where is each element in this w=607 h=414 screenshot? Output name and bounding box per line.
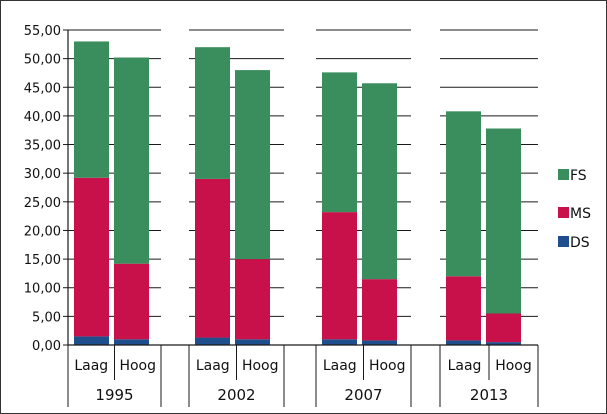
legend-swatch-fs [558,169,569,180]
bar-segment-ms [235,259,270,340]
group-label: 2013 [470,386,508,404]
category-label: Laag [323,358,357,374]
bar-segment-ms [446,276,481,341]
bar-segment-ds [114,339,149,345]
y-axis: 0,00 5,00 10,00 15,00 20,00 25,00 30,00 35,00 40… [24,24,69,354]
category-label: Hoog [495,358,532,374]
bars [74,41,521,345]
bar-segment-ds [74,336,109,345]
y-tick-label: 15,00 [24,253,61,268]
category-label: Laag [74,358,108,374]
category-label: Hoog [369,358,406,374]
y-tick-label: 25,00 [24,196,61,211]
bar-segment-fs [486,128,521,314]
legend-label-ms: MS [570,206,591,222]
x-axis: Laag Hoog 1995 Laag Hoog 2002 Laag Hoog 2007 Laag… [67,344,539,407]
legend-swatch-ms [558,207,569,218]
legend-swatch-ds [558,236,569,247]
bar-segment-ms [322,212,357,340]
category-label: Laag [196,358,230,374]
bar-segment-ms [486,313,521,343]
category-label: Hoog [119,358,156,374]
bar-segment-ms [114,263,149,340]
y-tick-label: 50,00 [24,53,61,68]
bar-segment-ms [195,178,230,338]
bar-segment-ds [446,340,481,345]
legend-label-fs: FS [570,168,587,184]
bar-segment-ds [322,339,357,345]
bar-segment-fs [446,111,481,277]
legend-label-ds: DS [570,235,590,251]
bar-segment-ds [486,342,521,345]
y-tick-label: 10,00 [24,282,61,297]
y-tick-label: 5,00 [32,310,61,325]
legend: FS MS DS [558,168,591,251]
bar-segment-ds [235,339,270,345]
y-tick-label: 0,00 [32,339,61,354]
group-label: 2002 [217,386,255,404]
bar-segment-fs [195,47,230,179]
y-tick-label: 30,00 [24,167,61,182]
bar-segment-ds [362,340,397,345]
y-tick-label: 20,00 [24,224,61,239]
category-label: Laag [448,358,482,374]
bar-segment-fs [74,41,109,178]
bar-segment-fs [235,70,270,260]
y-tick-label: 55,00 [24,24,61,39]
bar-segment-fs [322,72,357,213]
bar-segment-fs [114,57,149,264]
y-tick-label: 35,00 [24,139,61,154]
y-tick-label: 40,00 [24,110,61,125]
bar-segment-fs [362,83,397,280]
y-tick-label: 45,00 [24,81,61,96]
bar-segment-ms [74,177,109,337]
category-label: Hoog [242,358,279,374]
group-label: 2007 [344,386,382,404]
group-label: 1995 [95,386,133,404]
bar-segment-ds [195,337,230,345]
bar-segment-ms [362,279,397,341]
